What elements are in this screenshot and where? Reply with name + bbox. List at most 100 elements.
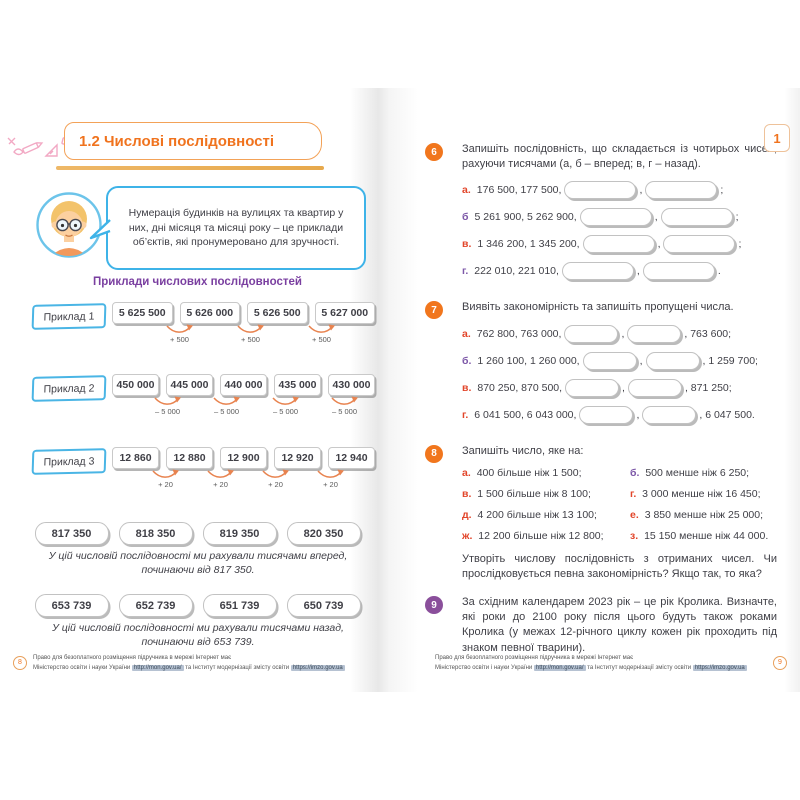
step-annotation: + 20 (303, 469, 358, 489)
copyright-text: Право для безоплатного розміщення підруч… (33, 655, 345, 671)
answer-blank (582, 351, 637, 370)
task-item: д. 4 200 більше ніж 13 100; (462, 508, 597, 521)
sequence-caption: У цій числовій послідовності ми рахували… (48, 550, 348, 577)
item-letter: б. (462, 354, 472, 367)
speech-bubble-tail (89, 218, 111, 249)
page-edge-shadow (784, 88, 800, 692)
sequence-number: 5 626 500 (247, 302, 308, 324)
step-arrow-icon (261, 469, 289, 478)
step-arrow-icon (271, 396, 299, 405)
step-arrow-icon (330, 396, 358, 405)
task-item: в. 1 346 200, 1 345 200, , ; (462, 233, 777, 255)
sequence-number: 435 000 (274, 374, 321, 396)
step-annotation: + 20 (248, 469, 303, 489)
sequence-number: 12 920 (274, 447, 321, 469)
task-8: 8 Запишіть число, яке на: а. 400 більше … (425, 444, 777, 583)
answer-blank (645, 181, 718, 200)
item-letter: б (462, 211, 469, 224)
imzo-gov-link[interactable]: https://imzo.gov.ua (290, 664, 345, 671)
sequence-pill: 817 350 (34, 522, 109, 545)
task-item: б 5 261 900, 5 262 900, , ; (462, 206, 777, 228)
step-arrow-icon (206, 469, 234, 478)
task-7: 7 Виявіть закономірність та запишіть про… (425, 300, 777, 430)
copyright-text: Право для безоплатного розміщення підруч… (435, 655, 747, 671)
task-followup-text: Утворіть числову послідовність з отриман… (462, 552, 777, 580)
item-letter: а. (462, 327, 471, 340)
page-footer-left: 8 Право для безоплатного розміщення підр… (13, 654, 373, 673)
lesson-title: 1.2 Числові послідовності (79, 132, 275, 150)
page-number-badge: 9 (773, 656, 787, 670)
sequence-number: 445 000 (166, 374, 213, 396)
item-letter: ж. (462, 529, 473, 542)
answer-blank (663, 235, 736, 254)
student-avatar (34, 190, 104, 260)
example-label: Приклад 2 (31, 375, 107, 402)
item-letter: а. (462, 184, 471, 197)
task-item: а. 762 800, 763 000, , , 763 600; (462, 323, 777, 345)
task-number-badge: 9 (425, 596, 443, 615)
example-row-1: Приклад 1 5 625 500 5 626 000 5 626 500 … (31, 302, 375, 344)
task-9: 9 За східним календарем 2023 рік – це рі… (425, 595, 777, 656)
step-arrow-icon (212, 396, 240, 405)
sequence-pill: 651 739 (202, 594, 277, 617)
sequence-pill: 819 350 (202, 522, 277, 545)
task-text: Виявіть закономірність та запишіть пропу… (462, 301, 734, 314)
task-item: б. 500 менше ніж 6 250; (630, 466, 750, 479)
step-arrow-icon (316, 469, 344, 478)
sequence-number: 5 625 500 (112, 302, 173, 324)
sequence-pill: 820 350 (286, 522, 361, 545)
step-arrow-icon (165, 324, 193, 333)
answer-blank (564, 181, 637, 200)
task-number-badge: 7 (425, 301, 443, 320)
item-letter: б. (630, 466, 640, 479)
task-item-grid: а. 400 більше ніж 1 500; б. 500 менше ні… (462, 467, 777, 542)
step-annotation: – 5 000 (197, 396, 256, 416)
step-arrow-icon (236, 324, 264, 333)
example-label: Приклад 3 (31, 448, 107, 475)
step-arrow-icon (307, 324, 335, 333)
task-item: г. 6 041 500, 6 043 000, , , 6 047 500. (462, 404, 777, 426)
mon-gov-link[interactable]: http://mon.gov.ua/ (533, 664, 586, 671)
section-title: Приклади числових послідовностей (93, 276, 302, 288)
answer-blank (645, 351, 700, 370)
answer-blank (565, 378, 620, 397)
task-text: За східним календарем 2023 рік – це рік … (462, 596, 777, 654)
sequence-pills-forward: 817 350 818 350 819 350 820 350 (20, 522, 375, 545)
imzo-gov-link[interactable]: https://imzo.gov.ua (692, 664, 747, 671)
sequence-pill: 818 350 (118, 522, 193, 545)
left-page: 1.2 Числові послідовності (7, 118, 375, 690)
chapter-number-tab: 1 (764, 124, 790, 152)
sequence-number: 5 627 000 (314, 302, 375, 324)
sequence-pills-backward: 653 739 652 739 651 739 650 739 (20, 594, 375, 617)
step-annotation: + 500 (144, 324, 215, 344)
step-arrow-icon (151, 469, 179, 478)
item-letter: е. (630, 508, 639, 521)
task-text: Запишіть послідовність, що складається і… (462, 143, 777, 171)
task-item: ж. 12 200 більше ніж 12 800; (462, 529, 604, 542)
speech-bubble: Нумерація будинків на вулицях та квартир… (89, 186, 366, 270)
step-annotation: + 500 (215, 324, 286, 344)
task-number-badge: 6 (425, 143, 443, 161)
task-6: 6 Запишіть послідовність, що складається… (425, 142, 777, 287)
step-annotation: + 20 (138, 469, 193, 489)
task-item: в. 1 500 більше ніж 8 100; (462, 487, 591, 500)
page-number-badge: 8 (13, 656, 27, 670)
mon-gov-link[interactable]: http://mon.gov.ua/ (131, 664, 184, 671)
right-page: 1 6 Запишіть послідовність, що складаєть… (425, 118, 790, 690)
answer-blank (561, 262, 634, 281)
sequence-pill: 650 739 (286, 594, 361, 617)
sequence-number: 12 940 (328, 447, 375, 469)
item-letter: в. (462, 487, 472, 500)
page-footer-right: Право для безоплатного розміщення підруч… (435, 654, 787, 673)
sequence-number: 5 626 000 (179, 302, 240, 324)
sequence-number: 440 000 (220, 374, 267, 396)
step-annotation: – 5 000 (256, 396, 315, 416)
step-annotation: + 500 (286, 324, 357, 344)
answer-blank (579, 405, 634, 424)
answer-blank (564, 324, 619, 343)
task-item: е. 3 850 менше ніж 25 000; (630, 508, 764, 521)
speech-bubble-text: Нумерація будинків на вулицях та квартир… (128, 206, 344, 249)
answer-blank (582, 235, 655, 254)
task-item: б. 1 260 100, 1 260 000, , , 1 259 700; (462, 350, 777, 372)
